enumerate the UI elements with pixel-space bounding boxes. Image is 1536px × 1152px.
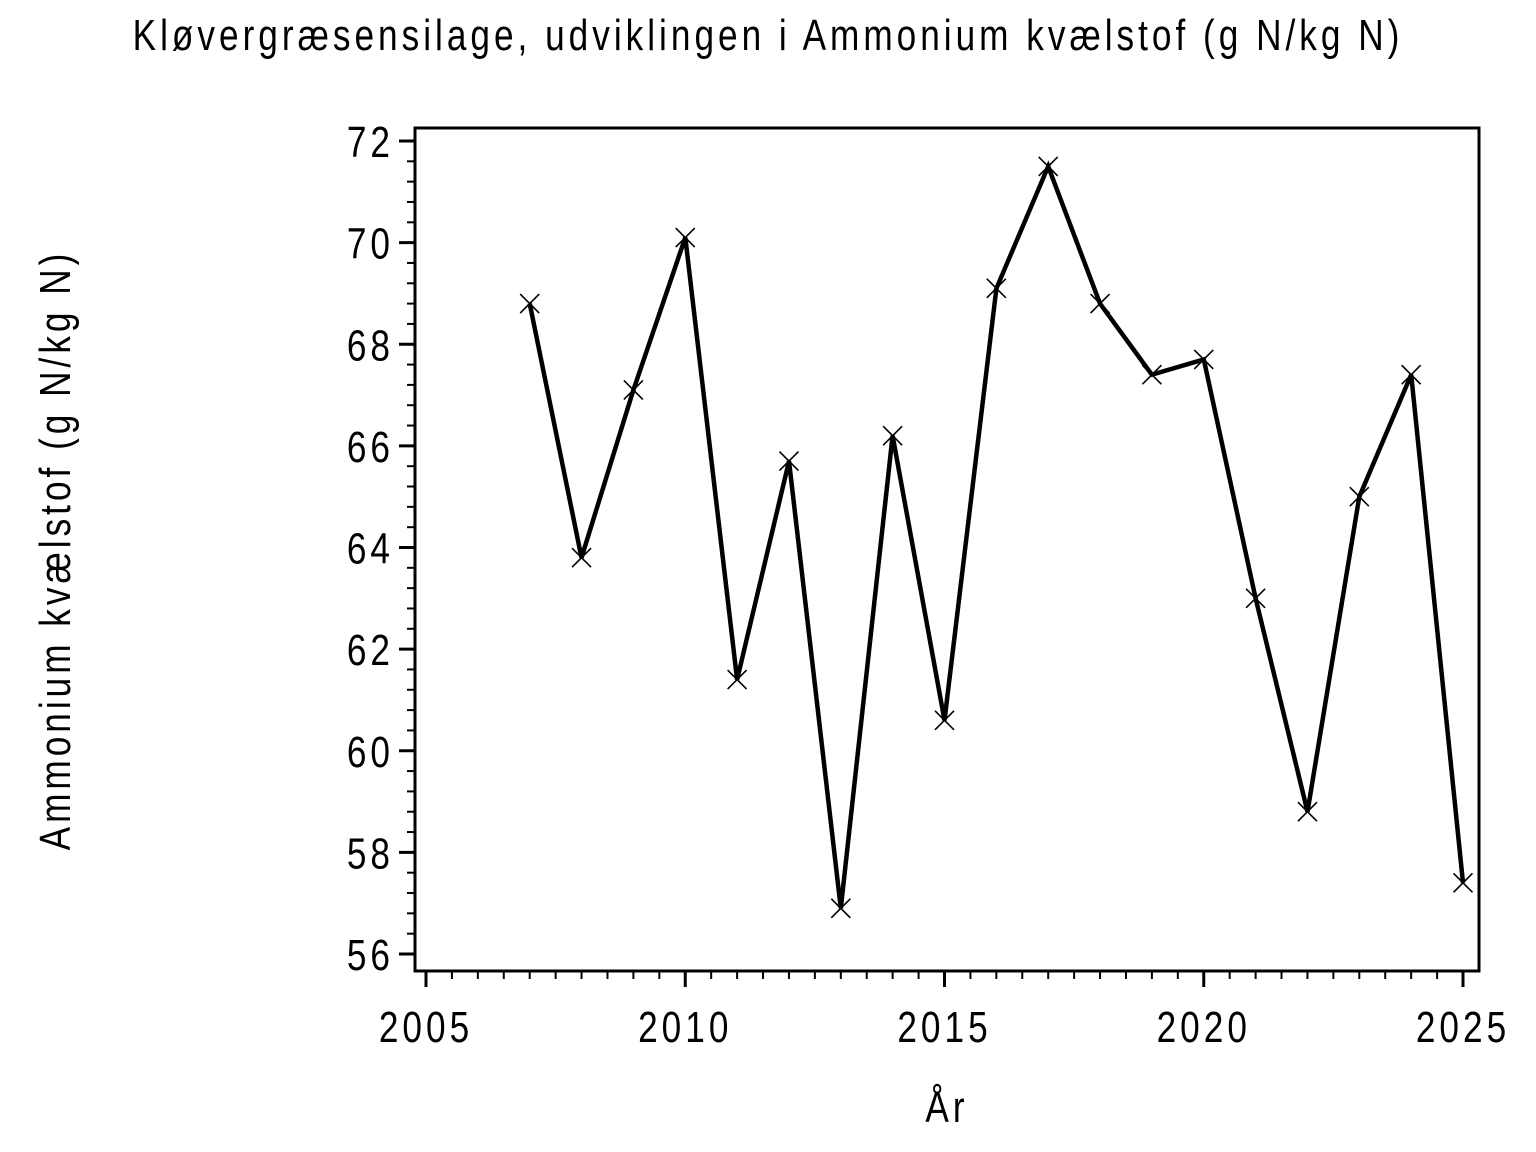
x-axis-tick-label: 2005 <box>379 1003 473 1052</box>
data-point-marker <box>571 547 592 568</box>
x-axis-tick-label: 2020 <box>1157 1003 1251 1052</box>
data-point-marker <box>519 293 540 314</box>
data-point-marker <box>1193 349 1214 370</box>
x-axis-tick-label: 2015 <box>897 1003 991 1052</box>
y-axis-tick-label: 64 <box>347 525 394 574</box>
y-axis-tick-label: 72 <box>347 118 394 167</box>
data-point-marker <box>934 710 955 731</box>
y-axis-tick-label: 68 <box>347 322 394 371</box>
data-point-marker <box>727 669 748 690</box>
y-axis-tick-label: 56 <box>347 931 394 980</box>
plot-area: 56 58 60 62 64 66 68 70 72 2005 2010 2015 2020 2025 <box>347 118 1510 1052</box>
x-axis-tick-label: 2025 <box>1416 1003 1510 1052</box>
data-point-marker <box>623 379 644 401</box>
data-point-marker <box>830 898 851 919</box>
data-point-marker <box>675 227 696 248</box>
series-line <box>527 160 1466 909</box>
data-point-marker <box>1349 486 1370 507</box>
y-axis-tick-label: 70 <box>347 220 394 269</box>
data-point-marker <box>882 425 903 446</box>
y-axis-tick-label: 60 <box>347 728 394 777</box>
data-point-marker <box>1089 293 1111 314</box>
chart-title: Kløvergræsensilage, udviklingen i Ammoni… <box>133 11 1404 60</box>
data-point-marker <box>1297 801 1318 822</box>
plot-frame <box>413 126 1481 973</box>
data-point-marker <box>1141 364 1162 385</box>
data-point-marker <box>986 278 1007 299</box>
data-point-marker <box>1038 156 1059 177</box>
y-axis-tick-label: 66 <box>347 423 394 472</box>
y-axis-tick-label: 58 <box>347 830 394 879</box>
x-axis-title: År <box>925 1082 968 1132</box>
data-point-marker <box>778 451 800 472</box>
y-axis-title: Ammonium kvælstof (g N/kg N) <box>31 250 80 851</box>
data-point-marker <box>1452 872 1474 893</box>
data-point-marker <box>1401 364 1422 385</box>
data-point-marker <box>1245 588 1266 609</box>
x-axis-tick-label: 2010 <box>638 1003 732 1052</box>
y-axis-tick-label: 62 <box>347 626 394 675</box>
